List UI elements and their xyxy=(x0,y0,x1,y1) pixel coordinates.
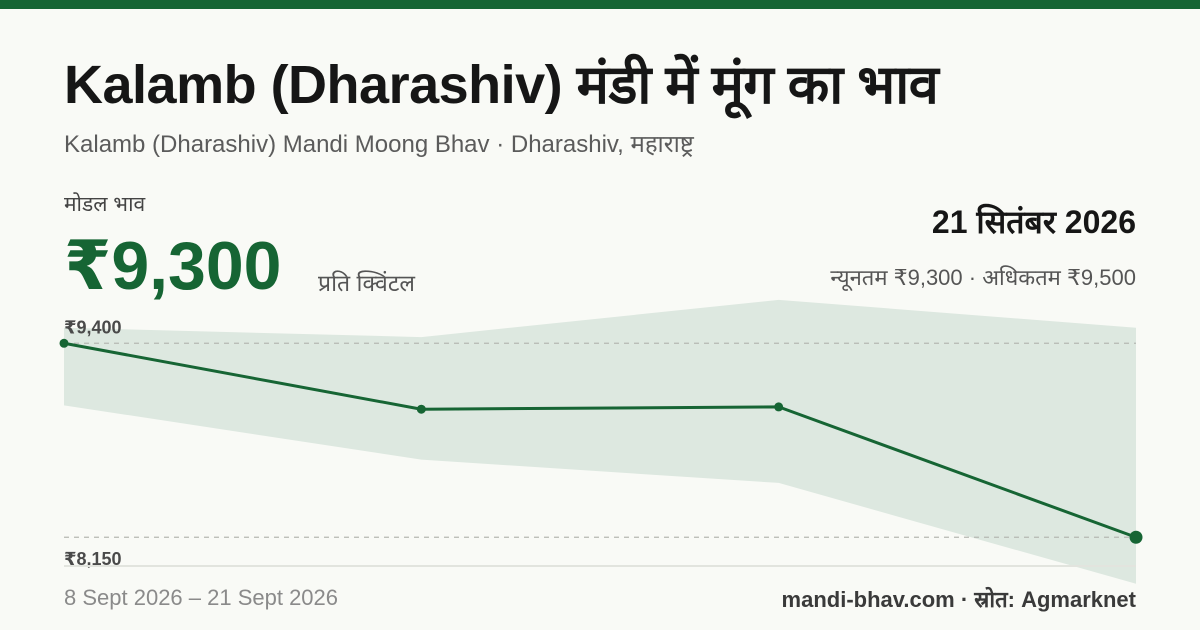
price-date: 21 सितंबर 2026 xyxy=(931,204,1136,240)
footer-attribution: mandi-bhav.com · स्रोत: Agmarknet xyxy=(782,584,1136,614)
modal-price-label: मोडल भाव xyxy=(64,193,146,216)
data-source: स्रोत: Agmarknet xyxy=(974,587,1136,612)
reference-label: ₹9,400 xyxy=(64,317,122,337)
top-accent-bar xyxy=(0,0,1200,9)
data-point xyxy=(416,404,426,414)
price-unit: प्रति क्विंटल xyxy=(318,270,416,296)
data-point xyxy=(1129,530,1143,544)
footer-separator: · xyxy=(960,587,969,612)
min-max-band xyxy=(64,299,1136,584)
reference-label: ₹8,150 xyxy=(64,549,122,569)
modal-price-value: ₹9,300 xyxy=(64,228,282,304)
data-point xyxy=(59,338,69,348)
footer-divider xyxy=(64,565,1136,567)
page-title: Kalamb (Dharashiv) मंडी में मूंग का भाव xyxy=(64,55,939,115)
site-name: mandi-bhav.com xyxy=(781,587,955,612)
min-max-range: न्यूनतम ₹9,300 · अधिकतम ₹9,500 xyxy=(830,265,1136,290)
page-subtitle: Kalamb (Dharashiv) Mandi Moong Bhav · Dh… xyxy=(64,131,694,158)
data-point xyxy=(774,402,784,412)
modal-price-line xyxy=(63,341,1137,539)
footer-date-range: 8 Sept 2026 – 21 Sept 2026 xyxy=(64,585,339,610)
